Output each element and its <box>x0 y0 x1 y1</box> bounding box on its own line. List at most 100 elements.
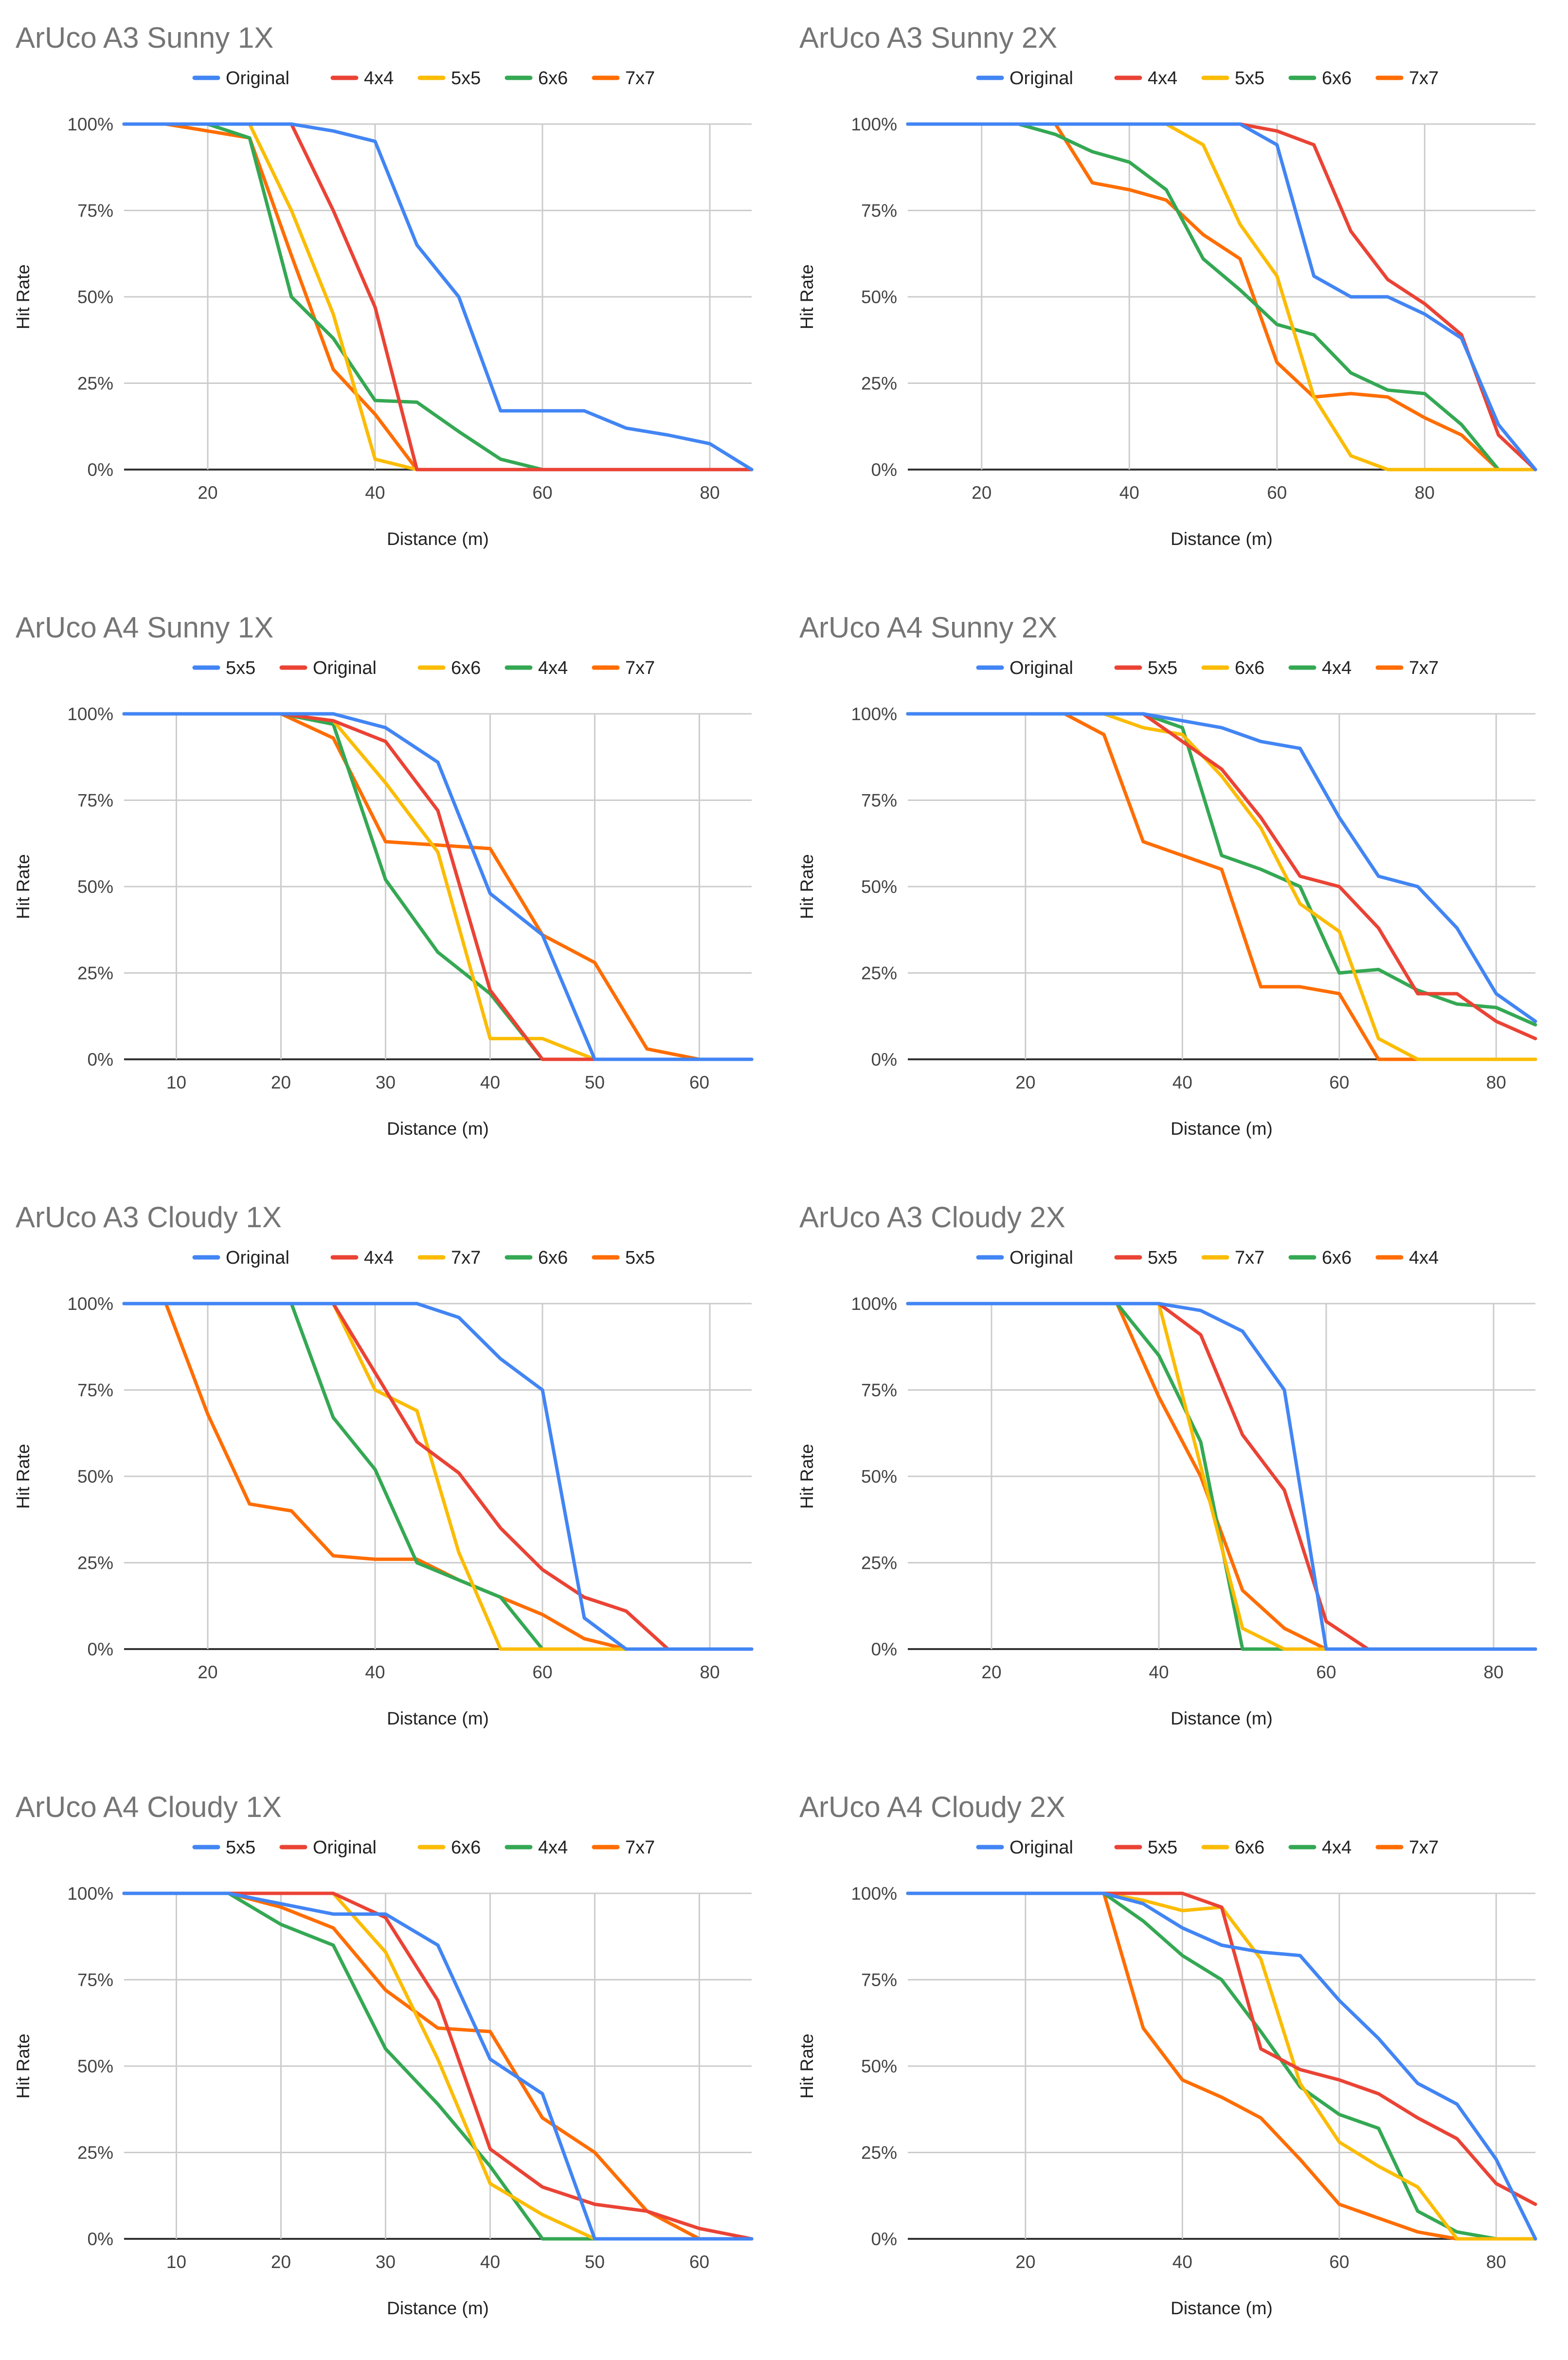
chart-panel-2: ArUco A3 Sunny 2X Original 4x4 5x5 6x6 7x7 0% 2… <box>797 21 1537 549</box>
x-tick-label: 60 <box>532 483 552 503</box>
chart-title: ArUco A3 Cloudy 1X <box>16 1201 282 1234</box>
y-tick-label: 75% <box>861 1970 897 1990</box>
legend-label: 6x6 <box>1322 1248 1352 1268</box>
legend: Original 5x5 7x7 6x6 4x4 <box>976 1248 1439 1268</box>
legend-label: 6x6 <box>1235 1837 1264 1858</box>
legend-label: 4x4 <box>364 68 394 89</box>
chart-panel-5: ArUco A3 Cloudy 1X Original 4x4 7x7 6x6 5x5 0%… <box>13 1201 754 1728</box>
x-tick-label: 20 <box>198 1662 217 1682</box>
x-axis-label: Distance (m) <box>1171 1119 1273 1139</box>
x-tick-label: 80 <box>1415 483 1435 503</box>
series-group <box>906 122 1537 472</box>
legend-label: 5x5 <box>625 1248 655 1268</box>
series-group <box>906 1891 1537 2241</box>
y-tick-label: 50% <box>861 287 897 307</box>
x-tick-label: 60 <box>1267 483 1287 503</box>
legend-label: 4x4 <box>1409 1248 1439 1268</box>
legend-label: 7x7 <box>1409 658 1439 678</box>
series-group <box>122 1891 754 2241</box>
y-axis-label: Hit Rate <box>797 1444 817 1509</box>
legend: Original 5x5 6x6 4x4 7x7 <box>976 1837 1439 1858</box>
legend: Original 4x4 5x5 6x6 7x7 <box>976 68 1439 89</box>
y-tick-label: 100% <box>67 114 113 134</box>
x-tick-label: 80 <box>700 1662 720 1682</box>
series-line-5x5 <box>906 712 1537 1040</box>
x-axis-label: Distance (m) <box>387 1708 489 1728</box>
x-tick-label: 40 <box>1172 2252 1192 2272</box>
y-tick-label: 0% <box>871 460 897 480</box>
chart-title: ArUco A3 Cloudy 2X <box>799 1201 1065 1234</box>
y-tick-label: 0% <box>88 460 113 480</box>
y-tick-label: 50% <box>861 1467 897 1487</box>
y-tick-label: 75% <box>861 201 897 221</box>
x-tick-label: 80 <box>1486 2252 1506 2272</box>
x-tick-label: 40 <box>1172 1072 1192 1092</box>
y-tick-label: 0% <box>871 1050 897 1070</box>
legend-label: 7x7 <box>625 1837 655 1858</box>
legend-label: 7x7 <box>451 1248 481 1268</box>
y-axis-label: Hit Rate <box>797 854 817 919</box>
x-tick-label: 60 <box>532 1662 552 1682</box>
x-tick-label: 20 <box>1015 2252 1035 2272</box>
series-line-original <box>122 1302 754 1651</box>
legend-label: 5x5 <box>226 658 255 678</box>
legend-label: 4x4 <box>538 658 568 678</box>
series-group <box>122 1302 754 1651</box>
y-tick-label: 50% <box>861 2056 897 2076</box>
y-tick-label: 50% <box>77 1467 113 1487</box>
y-tick-label: 25% <box>77 374 113 394</box>
y-axis-label: Hit Rate <box>797 264 817 329</box>
x-axis-label: Distance (m) <box>1171 1708 1273 1728</box>
series-line-original <box>906 712 1537 1023</box>
y-tick-label: 75% <box>77 1970 113 1990</box>
y-tick-label: 100% <box>851 114 897 134</box>
y-tick-label: 100% <box>67 1294 113 1314</box>
x-tick-label: 40 <box>1149 1662 1169 1682</box>
series-line-5x5 <box>122 1891 754 2241</box>
legend-label: 5x5 <box>1148 1837 1177 1858</box>
y-tick-label: 100% <box>67 1884 113 1904</box>
y-tick-label: 100% <box>851 1294 897 1314</box>
series-line-original <box>906 1891 1537 2241</box>
series-line-5x5 <box>906 1891 1537 2206</box>
y-axis-label: Hit Rate <box>13 854 33 919</box>
y-tick-label: 0% <box>871 1639 897 1659</box>
y-axis-label: Hit Rate <box>13 264 33 329</box>
x-tick-label: 60 <box>1329 1072 1349 1092</box>
y-tick-label: 75% <box>77 791 113 811</box>
y-axis-label: Hit Rate <box>13 2033 33 2099</box>
x-tick-label: 80 <box>1486 1072 1506 1092</box>
x-tick-label: 50 <box>585 2252 605 2272</box>
chart-title: ArUco A4 Cloudy 2X <box>799 1791 1065 1823</box>
x-tick-label: 40 <box>365 483 385 503</box>
legend-label: 7x7 <box>1235 1248 1264 1268</box>
y-tick-label: 0% <box>88 2229 113 2249</box>
chart-title: ArUco A4 Sunny 2X <box>799 611 1057 644</box>
x-tick-label: 10 <box>166 2252 186 2272</box>
legend-label: Original <box>1009 1837 1073 1858</box>
y-tick-label: 75% <box>77 201 113 221</box>
x-tick-label: 50 <box>585 1072 605 1092</box>
legend-label: 6x6 <box>1235 658 1264 678</box>
x-tick-label: 60 <box>689 2252 709 2272</box>
series-group <box>122 122 754 472</box>
legend-label: 4x4 <box>538 1837 568 1858</box>
x-tick-label: 20 <box>271 2252 291 2272</box>
legend: 5x5 Original 6x6 4x4 7x7 <box>192 1837 655 1858</box>
y-tick-label: 50% <box>77 877 113 897</box>
y-tick-label: 75% <box>77 1380 113 1400</box>
legend-label: 4x4 <box>1322 1837 1352 1858</box>
legend: Original 4x4 7x7 6x6 5x5 <box>192 1248 655 1268</box>
legend-label: Original <box>226 1248 289 1268</box>
legend-label: 4x4 <box>1148 68 1177 89</box>
chart-title: ArUco A3 Sunny 2X <box>799 21 1057 54</box>
y-tick-label: 50% <box>861 877 897 897</box>
legend-label: 5x5 <box>1235 68 1264 89</box>
legend-label: Original <box>1009 658 1073 678</box>
y-tick-label: 25% <box>861 374 897 394</box>
series-line-5x5 <box>122 712 754 1061</box>
chart-panel-4: ArUco A4 Sunny 2X Original 5x5 6x6 4x4 7x7 0% 2… <box>797 611 1537 1139</box>
x-tick-label: 10 <box>166 1072 186 1092</box>
legend-label: Original <box>226 68 289 89</box>
